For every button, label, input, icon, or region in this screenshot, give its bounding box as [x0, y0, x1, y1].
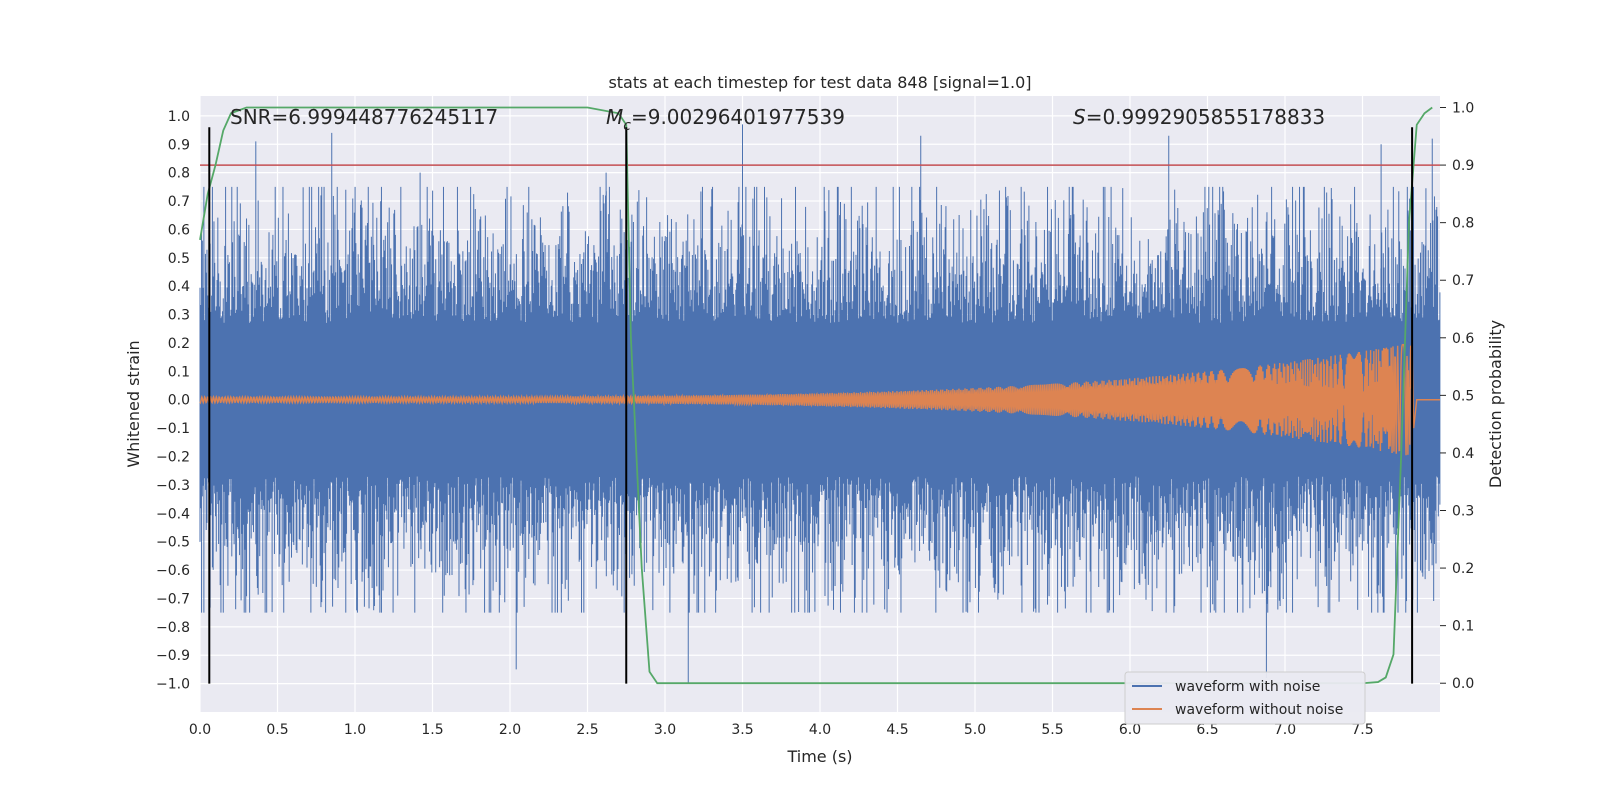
y-tick-label-left: 0.8 [168, 166, 190, 182]
s-symbol: S [1073, 105, 1086, 129]
mc-subscript: c [623, 118, 631, 134]
y-tick-label-left: 0.0 [168, 393, 190, 409]
y-tick-label-right: 0.5 [1452, 388, 1474, 404]
y-tick-label-left: 0.1 [168, 364, 190, 380]
y-tick-label-right: 0.4 [1452, 446, 1474, 462]
x-tick-label: 6.0 [1119, 722, 1141, 738]
x-tick-label: 1.0 [344, 722, 366, 738]
y-tick-label-left: 0.9 [168, 137, 190, 153]
vline-layer [208, 127, 1414, 684]
x-tick-label: 5.0 [964, 722, 986, 738]
y-tick-label-right: 0.6 [1452, 331, 1474, 347]
y-tick-label-left: −0.3 [156, 478, 190, 494]
x-tick-label: 3.0 [654, 722, 676, 738]
y-tick-label-left: −0.5 [156, 535, 190, 551]
x-tick-label: 0.5 [266, 722, 288, 738]
x-tick-label: 3.5 [731, 722, 753, 738]
y-tick-label-right: 0.2 [1452, 561, 1474, 577]
y-ticks-left: −1.0 −0.9 −0.8 −0.7 −0.6 −0.5 −0.4 −0.3 −0.2 −0.1… [156, 109, 190, 693]
y-tick-label-right: 0.8 [1452, 216, 1474, 232]
y-tick-label-left: −0.4 [156, 506, 190, 522]
x-tick-label: 2.5 [576, 722, 598, 738]
chirp-mass-annotation: Mc=9.00296401977539 [606, 105, 845, 134]
x-tick-label: 4.5 [886, 722, 908, 738]
legend-box [1124, 671, 1366, 725]
y-tick-label-left: 1.0 [168, 109, 190, 125]
y-tick-label-left: 0.4 [168, 279, 190, 295]
y-tick-label-left: −1.0 [156, 677, 190, 693]
x-tick-label: 5.5 [1041, 722, 1063, 738]
y-tick-label-left: 0.5 [168, 251, 190, 267]
x-tick-label: 1.5 [421, 722, 443, 738]
legend: waveform with noise waveform without noi… [1124, 671, 1366, 725]
y-tick-label-left: 0.2 [168, 336, 190, 352]
s-value: =0.9992905855178833 [1086, 105, 1325, 129]
y-tick-label-left: −0.9 [156, 648, 190, 664]
clean-waveform-line [199, 343, 1440, 456]
detection-probability-line [199, 106, 1433, 685]
y-tick-label-left: 0.6 [168, 222, 190, 238]
y-tick-label-left: −0.1 [156, 421, 190, 437]
x-tick-label: 0.0 [189, 722, 211, 738]
legend-label-clean: waveform without noise [1175, 702, 1343, 718]
mc-value: =9.00296401977539 [631, 105, 845, 129]
chart-title: stats at each timestep for test data 848… [608, 73, 1031, 92]
x-axis-label: Time (s) [786, 747, 852, 766]
snr-annotation: SNR=6.999448776245117 [230, 105, 498, 129]
y-tick-label-left: −0.6 [156, 563, 190, 579]
y-tick-label-right: 0.1 [1452, 619, 1474, 635]
y-axis-label-left: Whitened strain [124, 340, 143, 467]
legend-label-noise: waveform with noise [1175, 679, 1320, 695]
y-tick-label-left: −0.8 [156, 620, 190, 636]
y-tick-label-right: 0.0 [1452, 676, 1474, 692]
y-tick-label-right: 0.9 [1452, 158, 1474, 174]
x-tick-label: 4.0 [809, 722, 831, 738]
y-tick-label-right: 0.3 [1452, 504, 1474, 520]
mc-symbol: M [606, 105, 623, 129]
y-tick-label-right: 1.0 [1452, 101, 1474, 117]
y-ticks-right: 0.0 0.1 0.2 0.3 0.4 0.5 0.6 0.7 0.8 0.9 1.0 [1440, 101, 1474, 692]
x-tick-label: 6.5 [1196, 722, 1218, 738]
probability-layer [199, 106, 1433, 685]
y-tick-label-left: 0.7 [168, 194, 190, 210]
clean-waveform-layer [199, 343, 1440, 456]
y-tick-label-left: −0.2 [156, 450, 190, 466]
y-tick-label-left: 0.3 [168, 308, 190, 324]
x-tick-label: 7.5 [1351, 722, 1373, 738]
s-annotation: S=0.9992905855178833 [1073, 105, 1325, 129]
x-ticks: 0.0 0.5 1.0 1.5 2.0 2.5 3.0 3.5 4.0 4.5 5.0 5.5 6.0 6… [189, 722, 1374, 738]
y-tick-label-right: 0.7 [1452, 273, 1474, 289]
x-tick-label: 2.0 [499, 722, 521, 738]
y-tick-label-left: −0.7 [156, 591, 190, 607]
x-tick-label: 7.0 [1274, 722, 1296, 738]
y-axis-label-right: Detection probability [1486, 320, 1505, 488]
